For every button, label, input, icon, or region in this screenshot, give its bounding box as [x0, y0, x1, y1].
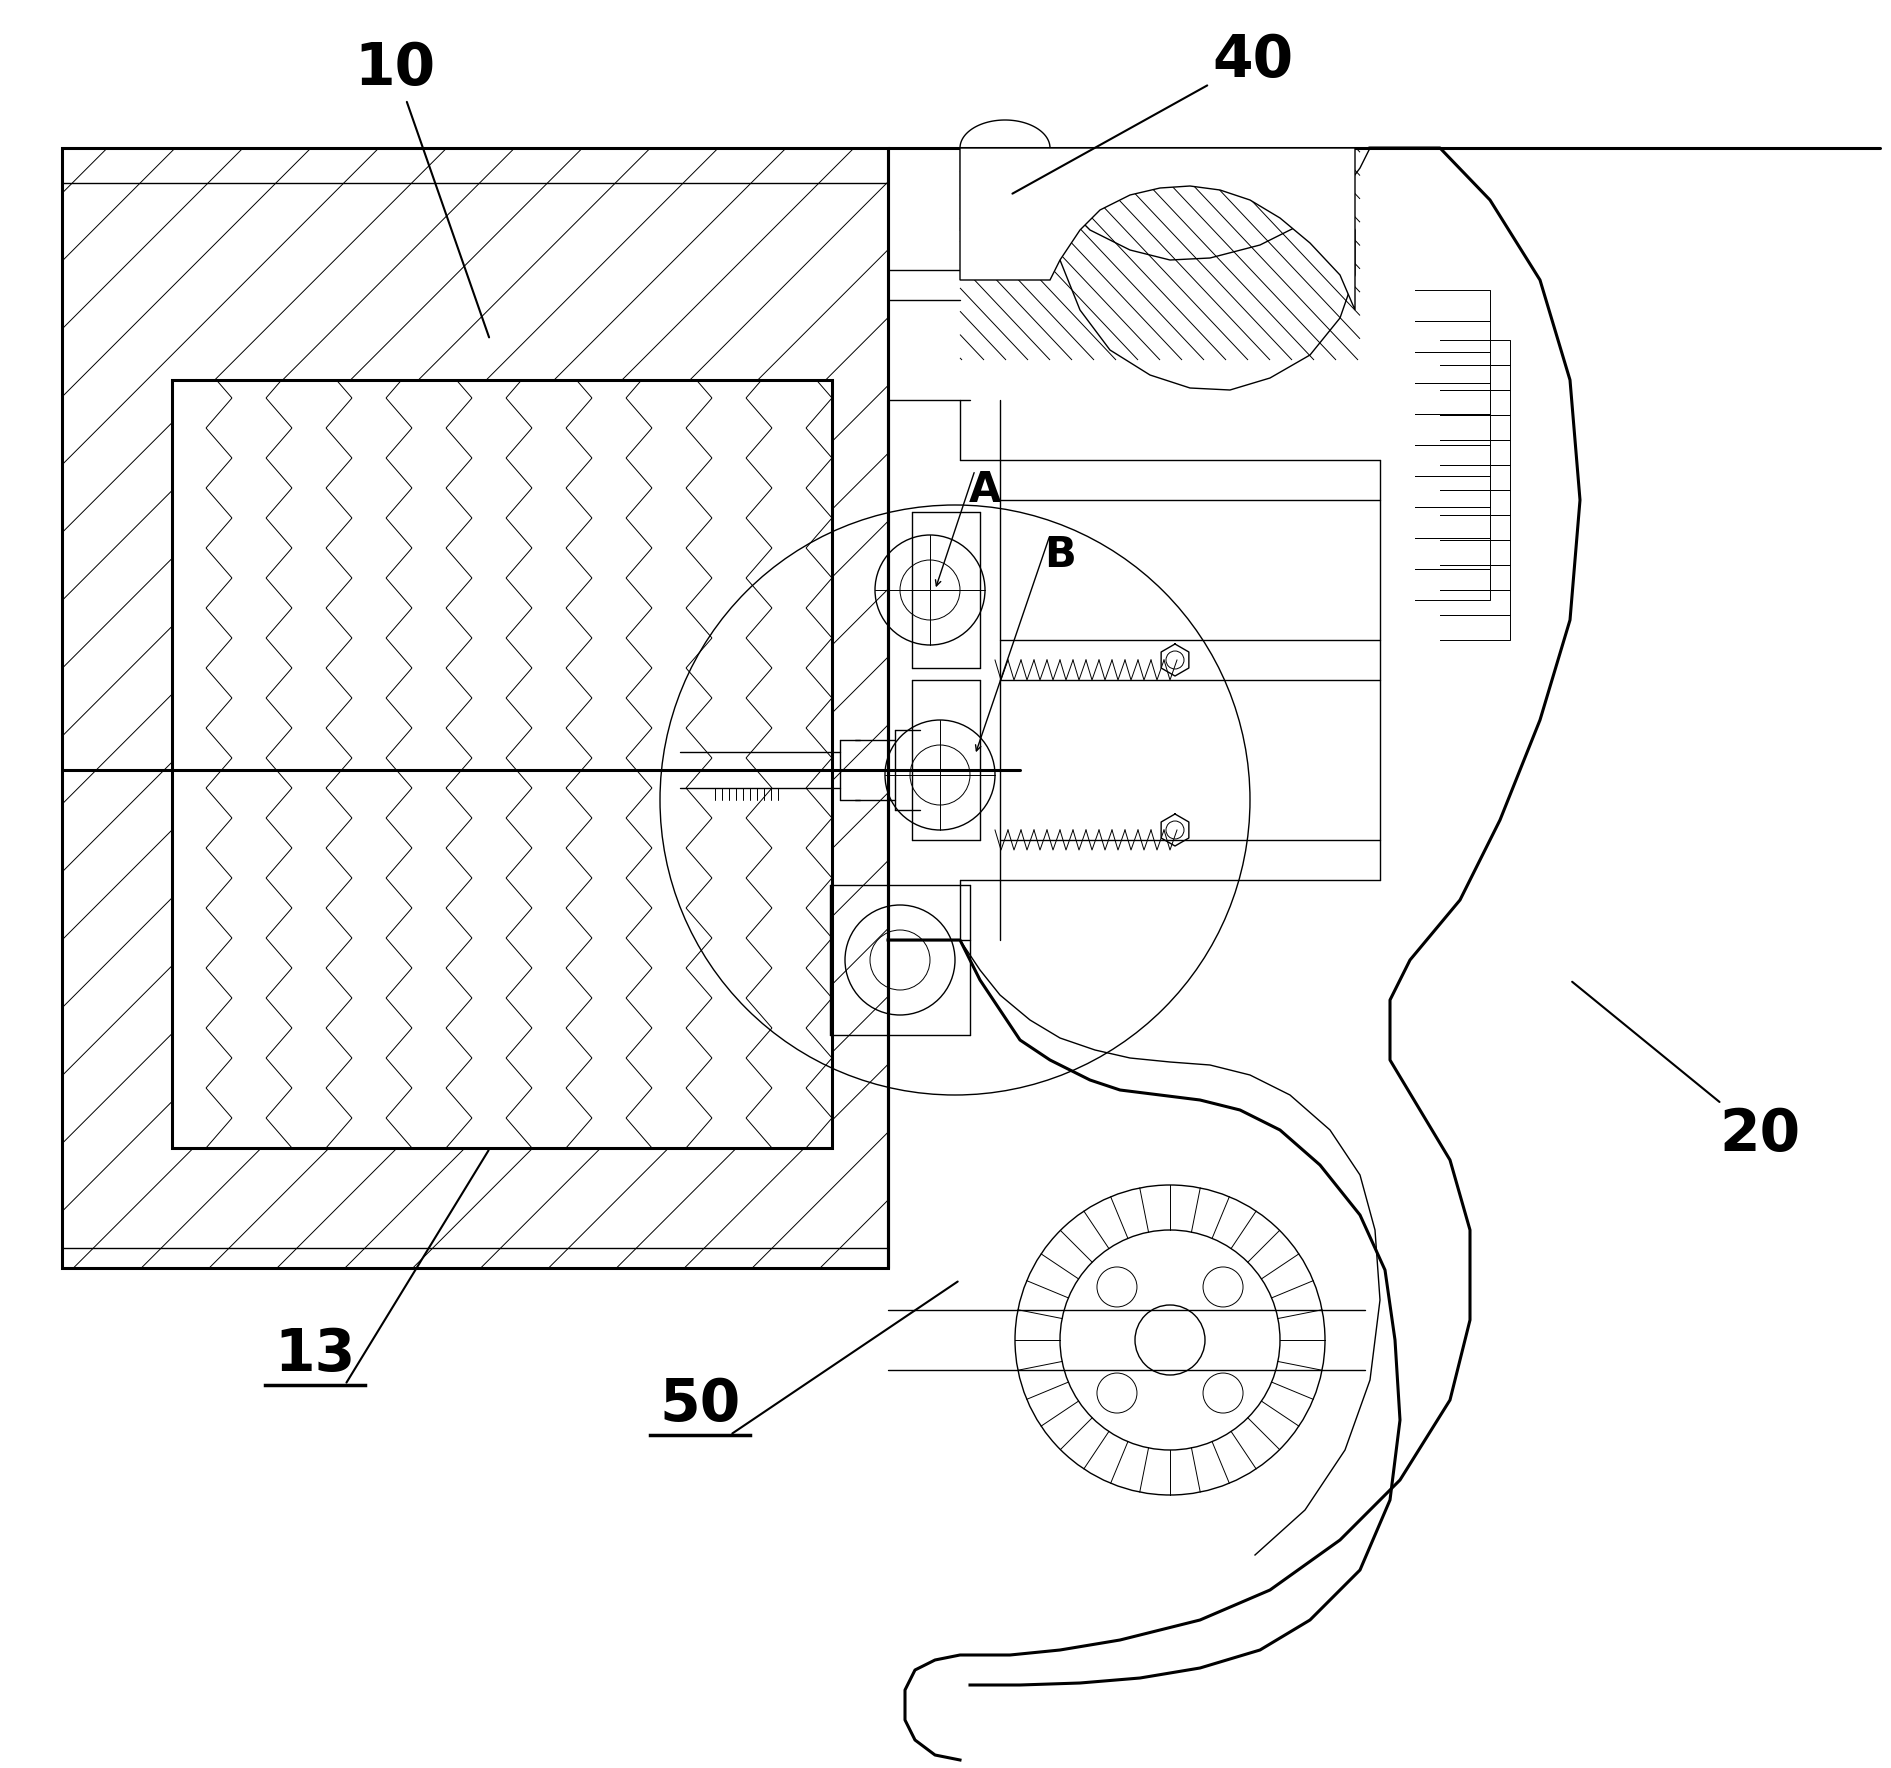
Text: 20: 20 — [1571, 981, 1800, 1163]
Text: 10: 10 — [354, 39, 490, 338]
Bar — [172, 380, 832, 1147]
Text: 50: 50 — [660, 1377, 741, 1434]
Bar — [62, 149, 889, 1268]
Polygon shape — [961, 149, 1356, 309]
Circle shape — [1203, 1268, 1242, 1307]
Text: A: A — [968, 469, 1000, 511]
Bar — [172, 380, 832, 1147]
Bar — [62, 149, 889, 1268]
Circle shape — [1097, 1268, 1136, 1307]
Circle shape — [1097, 1374, 1136, 1413]
Text: 13: 13 — [274, 1326, 356, 1384]
Text: B: B — [1044, 534, 1076, 576]
Circle shape — [1203, 1374, 1242, 1413]
Text: 40: 40 — [1012, 32, 1293, 194]
